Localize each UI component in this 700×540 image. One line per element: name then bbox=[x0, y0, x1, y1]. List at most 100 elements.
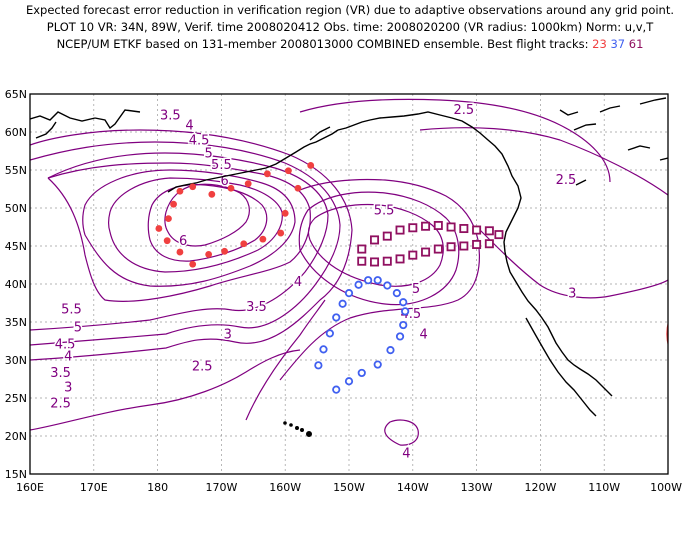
track-61-point bbox=[484, 226, 494, 236]
track-61-point bbox=[370, 257, 380, 267]
track-37-point bbox=[373, 276, 382, 285]
contour-value-label: 5 bbox=[412, 282, 420, 297]
track-23-point bbox=[176, 248, 184, 256]
contour-value-label: 4 bbox=[402, 447, 410, 462]
hawaii-islands bbox=[283, 421, 312, 437]
lon-tick-label: 110W bbox=[588, 481, 620, 494]
contour-value-label: 3.5 bbox=[50, 366, 71, 381]
track-61-point bbox=[395, 254, 405, 264]
contour-value-label: 3 bbox=[224, 327, 232, 342]
track-37-point bbox=[383, 281, 392, 290]
track-23-point bbox=[189, 260, 197, 268]
track-23-point bbox=[221, 247, 228, 255]
lon-tick-label: 130W bbox=[461, 481, 493, 494]
track-37-point bbox=[401, 307, 410, 316]
lat-tick-label: 55N bbox=[5, 164, 27, 177]
track-61-point bbox=[472, 239, 482, 249]
verification-region bbox=[666, 321, 668, 347]
track-61-point bbox=[433, 244, 443, 254]
title-line-1: Expected forecast error reduction in ver… bbox=[25, 3, 675, 17]
track-23-point bbox=[155, 225, 163, 232]
contour-value-label: 2.5 bbox=[453, 103, 474, 118]
track-37-point bbox=[325, 329, 334, 338]
track-61-point bbox=[446, 222, 456, 232]
track-61-point bbox=[382, 256, 392, 266]
lon-tick-label: 150W bbox=[333, 481, 365, 494]
track-23-point bbox=[165, 215, 172, 223]
lat-tick-label: 50N bbox=[5, 202, 27, 215]
track-37-point bbox=[354, 280, 363, 289]
contour-value-label: 6 bbox=[179, 234, 187, 249]
track-23-point bbox=[277, 229, 285, 237]
track-37-point bbox=[332, 385, 341, 394]
contour-value-label: 3.5 bbox=[160, 109, 181, 124]
contour-value-label: 4.5 bbox=[189, 134, 210, 149]
track-61-point bbox=[395, 225, 405, 235]
track-37-point bbox=[399, 298, 408, 307]
lon-tick-label: 160W bbox=[269, 481, 301, 494]
track-23-point bbox=[240, 240, 248, 248]
track-61-point bbox=[370, 235, 380, 245]
contour-value-label: 5 bbox=[204, 147, 212, 162]
contour-value-label: 3 bbox=[64, 381, 72, 396]
track-37-point bbox=[314, 361, 323, 370]
track-37-point bbox=[373, 360, 382, 369]
lat-tick-label: 60N bbox=[5, 126, 27, 139]
track-37-point bbox=[344, 377, 354, 386]
contour-value-label: 2.5 bbox=[192, 359, 213, 374]
track-37-point bbox=[344, 289, 354, 298]
lat-tick-label: 65N bbox=[5, 88, 27, 101]
track-61-point bbox=[408, 250, 418, 260]
track-23-point bbox=[189, 183, 197, 191]
track-23-point bbox=[284, 167, 292, 175]
title-block: Expected forecast error reduction in ver… bbox=[0, 2, 700, 53]
contour-value-label: 2.5 bbox=[556, 173, 577, 188]
track-61-point bbox=[472, 225, 482, 235]
track-61-point bbox=[494, 230, 504, 240]
track-23-point bbox=[307, 162, 315, 169]
contour-value-label: 4.5 bbox=[55, 337, 76, 352]
lat-tick-label: 25N bbox=[5, 392, 27, 405]
map-frame bbox=[29, 93, 669, 475]
lon-tick-label: 170E bbox=[80, 481, 108, 494]
track-23-point bbox=[227, 184, 235, 192]
track-23-point bbox=[263, 170, 271, 178]
track-61-point bbox=[357, 244, 367, 254]
contour-value-label: 5 bbox=[74, 321, 82, 336]
track-61-point bbox=[421, 221, 431, 231]
lat-tick-label: 15N bbox=[5, 468, 27, 481]
lat-tick-label: 40N bbox=[5, 278, 27, 291]
lat-tick-label: 20N bbox=[5, 430, 27, 443]
track-61-point bbox=[433, 220, 443, 230]
track-37-point bbox=[332, 313, 341, 322]
track-id-23: 23 bbox=[592, 37, 607, 51]
track-23-point bbox=[208, 190, 216, 198]
track-61-point bbox=[357, 256, 367, 266]
track-23-point bbox=[281, 209, 289, 217]
track-23-point bbox=[163, 237, 171, 245]
track-61-point bbox=[459, 241, 469, 251]
track-37-point bbox=[392, 289, 401, 298]
contour-value-label: 5.5 bbox=[374, 204, 395, 219]
contour-value-label: 5.5 bbox=[211, 158, 232, 173]
track-23-point bbox=[244, 180, 252, 188]
track-61-point bbox=[446, 242, 456, 252]
lon-tick-label: 140W bbox=[397, 481, 429, 494]
track-23-point bbox=[205, 250, 213, 258]
track-37-point bbox=[386, 346, 395, 355]
flight-tracks bbox=[155, 162, 504, 394]
track-61-point bbox=[459, 224, 469, 234]
title-line-2: PLOT 10 VR: 34N, 89W, Verif. time 200802… bbox=[46, 20, 654, 34]
track-61-point bbox=[484, 239, 494, 249]
track-37-point bbox=[319, 345, 328, 354]
track-23-point bbox=[294, 184, 302, 192]
contour-lines bbox=[30, 98, 668, 446]
title-line-3: NCEP/UM ETKF based on 131-member 2008013… bbox=[0, 36, 700, 53]
lon-tick-label: 160E bbox=[16, 481, 44, 494]
track-23-point bbox=[176, 187, 184, 195]
contour-value-label: 4 bbox=[185, 118, 193, 133]
contour-value-label: 6 bbox=[220, 174, 228, 189]
track-37-point bbox=[357, 368, 366, 378]
track-23-point bbox=[170, 200, 177, 208]
